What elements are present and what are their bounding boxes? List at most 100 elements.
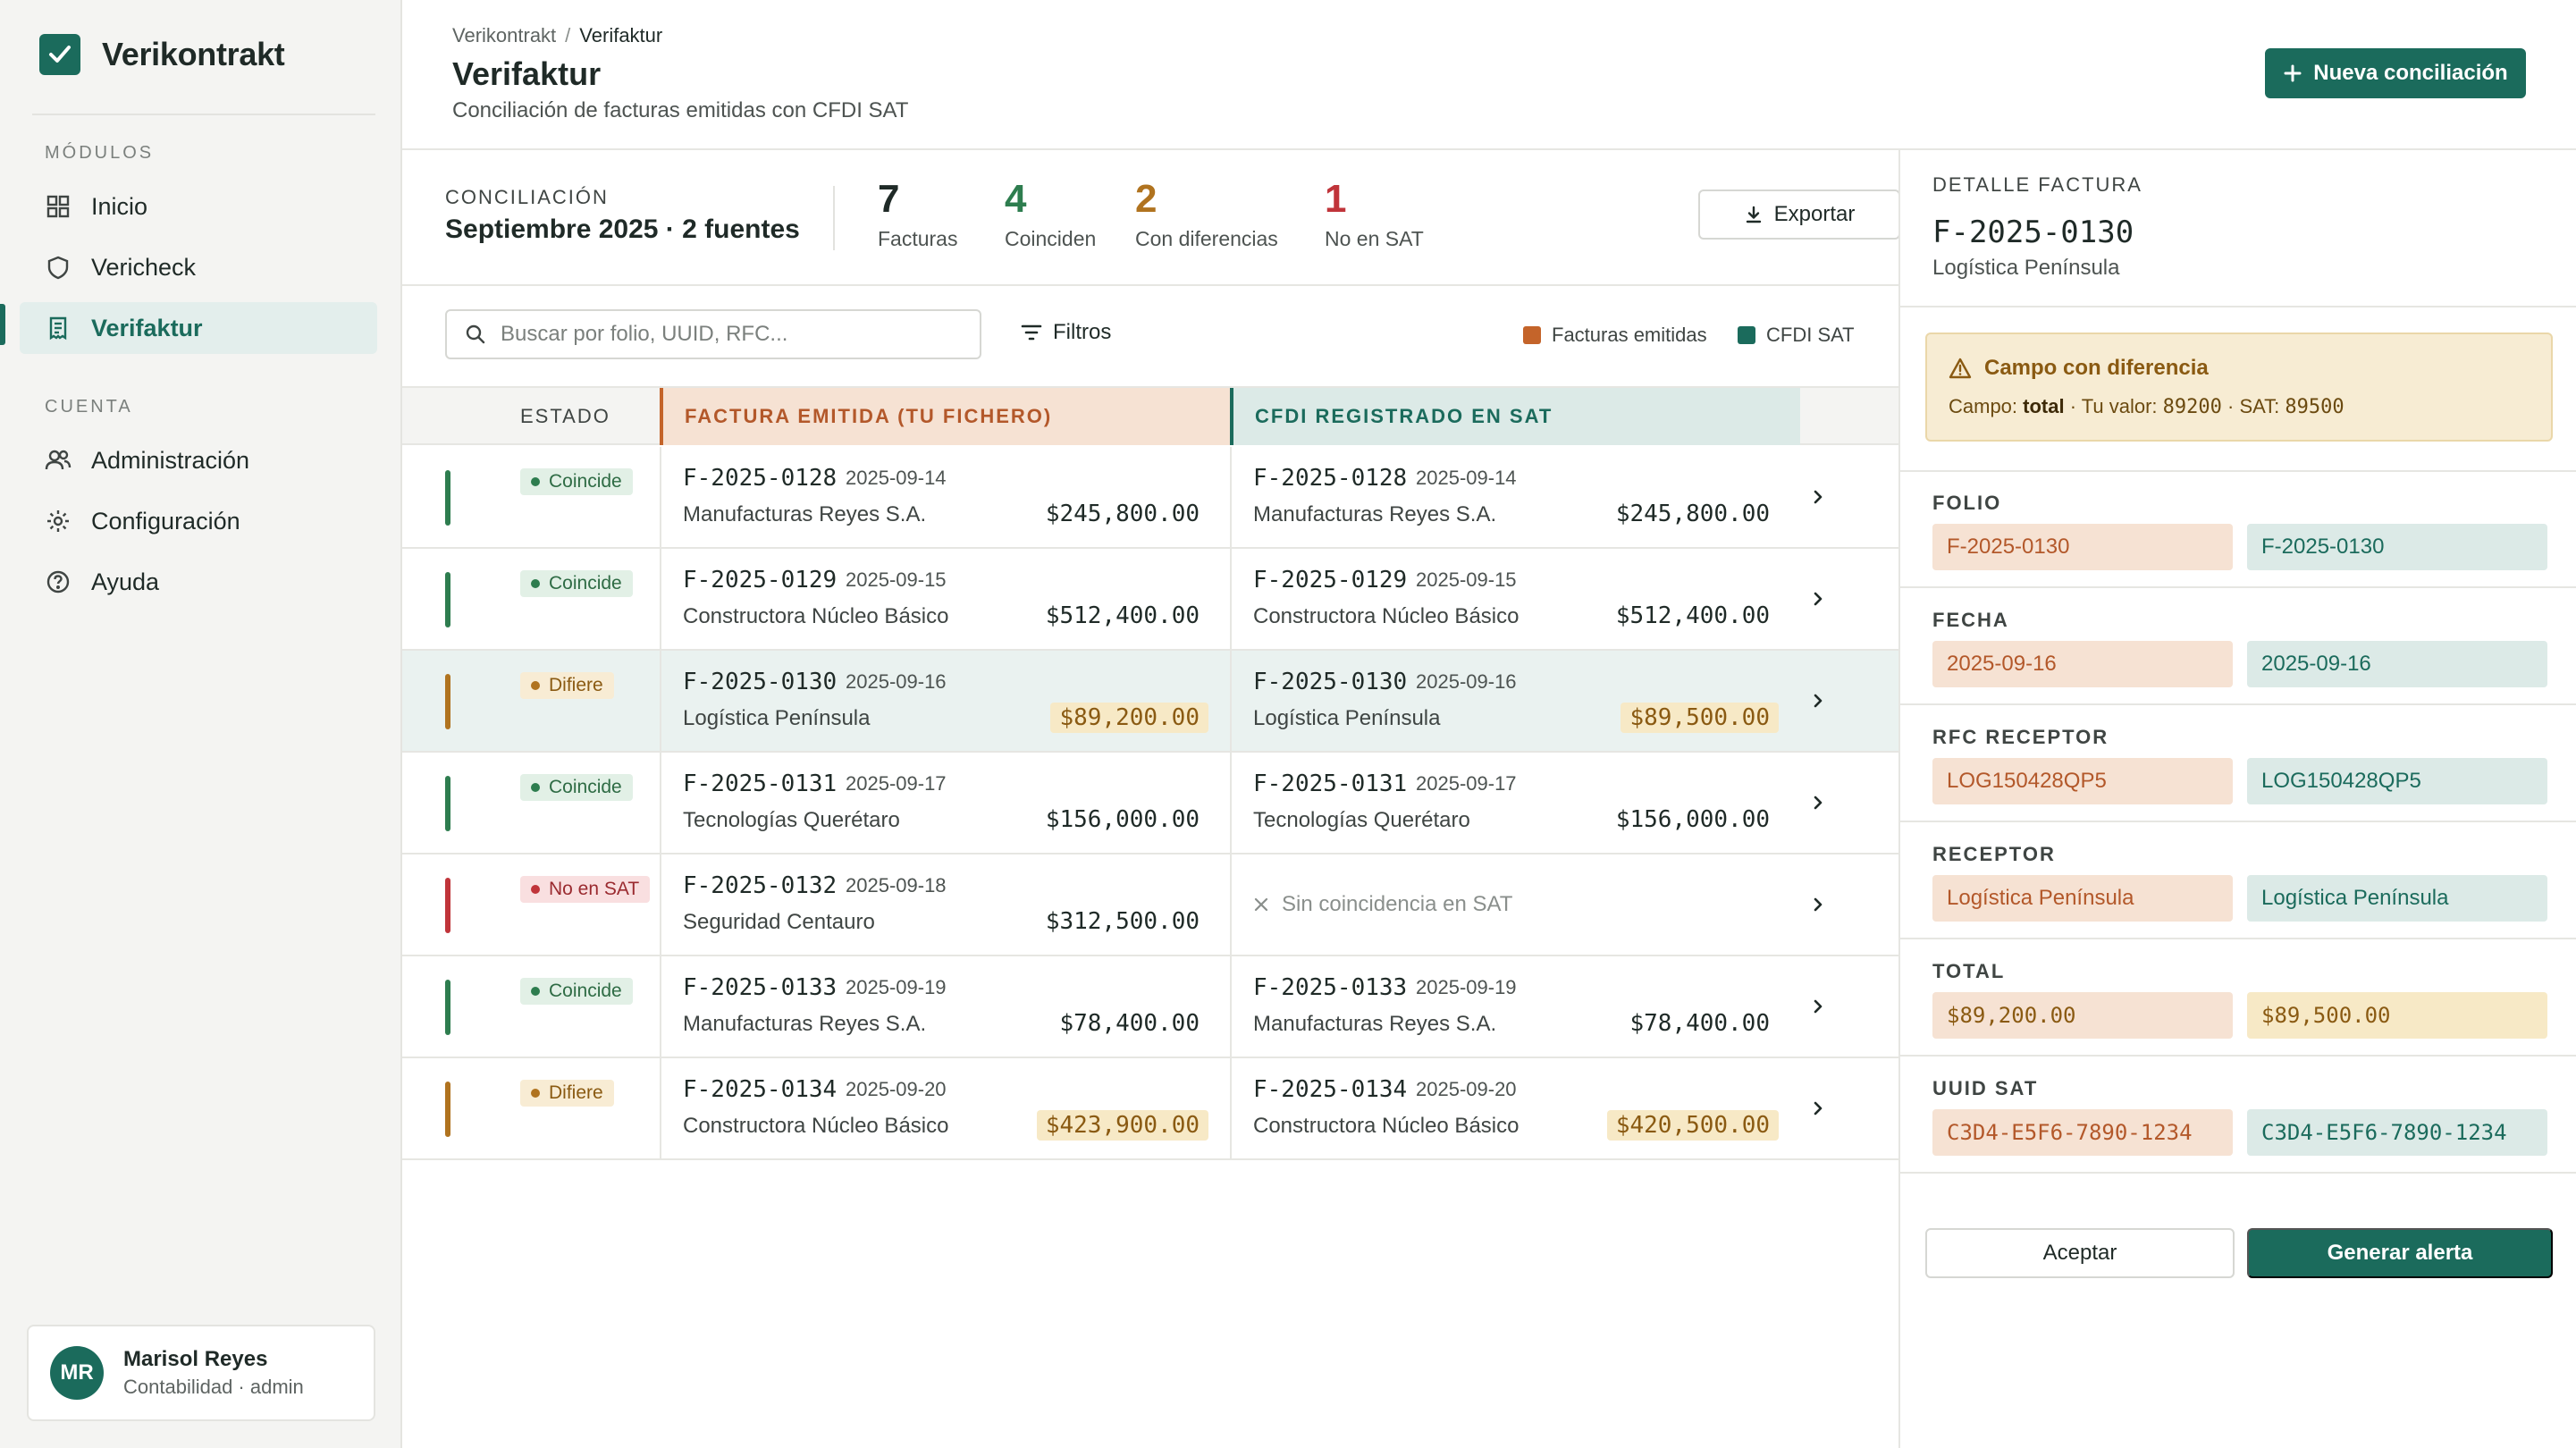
factura-cell: F-2025-0130 2025-09-16 Logística Península…: [660, 651, 1230, 751]
sidebar-item-vericheck[interactable]: Vericheck: [20, 241, 377, 293]
legend-facturas: Facturas emitidas: [1523, 324, 1707, 347]
field-value-factura: Logística Península: [1932, 875, 2233, 922]
stat-number: 4: [1005, 177, 1027, 221]
chevron-right-icon[interactable]: [1802, 990, 1834, 1023]
factura-receptor: Manufacturas Reyes S.A.: [683, 502, 927, 526]
status-dot: [531, 681, 540, 690]
users-icon: [45, 447, 72, 474]
status-badge: Difiere: [520, 672, 614, 699]
brand[interactable]: Verikontrakt: [39, 34, 285, 75]
stat-coinciden: 4 Coinciden: [1005, 177, 1096, 251]
detail-field: UUID SAT C3D4-E5F6-7890-1234 C3D4-E5F6-789…: [1900, 1057, 2576, 1174]
cfdi-date: 2025-09-17: [1416, 772, 1517, 795]
status-dot: [531, 987, 540, 996]
filter-icon: [1021, 324, 1042, 341]
search-box[interactable]: [445, 309, 981, 359]
sidebar-item-label: Configuración: [91, 507, 240, 535]
grid-icon: [45, 193, 72, 220]
alert-description: Campo: total · Tu valor: 89200 · SAT: 89…: [1949, 395, 2344, 418]
no-match-indicator: Sin coincidencia en SAT: [1253, 892, 1512, 917]
factura-cell: F-2025-0128 2025-09-14 Manufacturas Reyes …: [660, 447, 1230, 547]
breadcrumb-root[interactable]: Verikontrakt: [452, 24, 557, 46]
factura-amount: $245,800.00: [1045, 501, 1200, 527]
factura-receptor: Seguridad Centauro: [683, 910, 875, 934]
legend-swatch: [1523, 326, 1541, 344]
chevron-right-icon[interactable]: [1802, 888, 1834, 921]
gear-icon: [45, 508, 72, 535]
difference-alert: Campo con diferencia Campo: total · Tu v…: [1925, 333, 2553, 442]
alert-field: total: [2023, 395, 2065, 417]
stat-label: Coinciden: [1005, 227, 1097, 250]
chevron-right-icon[interactable]: [1802, 685, 1834, 717]
sidebar-item-inicio[interactable]: Inicio: [20, 181, 377, 232]
status-badge: Coincide: [520, 978, 633, 1005]
search-input[interactable]: [501, 322, 965, 347]
cfdi-date: 2025-09-15: [1416, 568, 1517, 591]
new-reconciliation-button[interactable]: Nueva conciliación: [2265, 48, 2526, 98]
field-label: UUID SAT: [1932, 1077, 2039, 1099]
table-row[interactable]: Coincide F-2025-0133 2025-09-19 Manufactura…: [402, 956, 1898, 1058]
sidebar-item-configuracion[interactable]: Configuración: [20, 495, 377, 547]
new-reconciliation-label: Nueva conciliación: [2313, 61, 2508, 85]
table-row[interactable]: Coincide F-2025-0131 2025-09-17 Tecnologías…: [402, 753, 1898, 854]
chevron-right-icon[interactable]: [1802, 481, 1834, 513]
cfdi-amount: $156,000.00: [1615, 806, 1770, 833]
sidebar-item-ayuda[interactable]: Ayuda: [20, 556, 377, 608]
field-value-sat: 2025-09-16: [2247, 641, 2547, 687]
table-row[interactable]: Coincide F-2025-0129 2025-09-15 Constructor…: [402, 549, 1898, 651]
field-value-sat: Logística Península: [2247, 875, 2547, 922]
divider: [402, 148, 2576, 150]
column-header-estado[interactable]: ESTADO: [520, 405, 610, 427]
chevron-right-icon[interactable]: [1802, 1092, 1834, 1124]
table-row[interactable]: No en SAT F-2025-0132 2025-09-18 Seguridad …: [402, 854, 1898, 956]
breadcrumb: Verikontrakt / Verifaktur: [452, 24, 662, 47]
chevron-right-icon[interactable]: [1802, 583, 1834, 615]
field-value-sat: $89,500.00: [2247, 992, 2547, 1039]
sidebar-item-label: Administración: [91, 446, 250, 474]
stat-label: No en SAT: [1325, 227, 1424, 250]
factura-receptor: Manufacturas Reyes S.A.: [683, 1012, 927, 1036]
alert-yours-label: · Tu valor:: [2064, 395, 2163, 417]
cfdi-date: 2025-09-19: [1416, 976, 1517, 998]
sidebar-item-administracion[interactable]: Administración: [20, 434, 377, 486]
filters-button[interactable]: Filtros: [1021, 320, 1111, 345]
factura-amount: $89,200.00: [1050, 703, 1208, 733]
divider: [32, 114, 375, 115]
factura-date: 2025-09-19: [846, 976, 947, 998]
table-row[interactable]: Difiere F-2025-0130 2025-09-16 Logística Pe…: [402, 651, 1898, 753]
table-row[interactable]: Difiere F-2025-0134 2025-09-20 Constructora…: [402, 1058, 1898, 1160]
factura-receptor: Constructora Núcleo Básico: [683, 604, 949, 628]
cfdi-cell: F-2025-0129 2025-09-15 Constructora Núcleo…: [1230, 549, 1800, 649]
cfdi-folio: F-2025-0131: [1253, 770, 1408, 797]
status-dot: [531, 1089, 540, 1098]
factura-receptor: Tecnologías Querétaro: [683, 808, 900, 832]
user-card[interactable]: MR Marisol Reyes Contabilidad · admin: [27, 1325, 375, 1421]
cfdi-date: 2025-09-14: [1416, 467, 1517, 489]
generate-alert-button[interactable]: Generar alerta: [2247, 1228, 2553, 1278]
factura-folio: F-2025-0128: [683, 465, 838, 492]
alert-title: Campo con diferencia: [1949, 356, 2209, 381]
legend-cfdi: CFDI SAT: [1738, 324, 1855, 347]
chevron-right-icon[interactable]: [1802, 787, 1834, 819]
field-value-factura: $89,200.00: [1932, 992, 2233, 1039]
cfdi-cell: F-2025-0131 2025-09-17 Tecnologías Queréta…: [1230, 753, 1800, 853]
accept-button[interactable]: Aceptar: [1925, 1228, 2235, 1278]
field-value-factura: C3D4-E5F6-7890-1234: [1932, 1109, 2233, 1156]
column-header-cfdi[interactable]: CFDI REGISTRADO EN SAT: [1230, 388, 1800, 445]
cfdi-receptor: Logística Península: [1253, 706, 1441, 730]
cfdi-folio: F-2025-0134: [1253, 1076, 1408, 1103]
export-button[interactable]: Exportar: [1698, 189, 1900, 240]
sidebar-item-verifaktur[interactable]: Verifaktur: [20, 302, 377, 354]
stat-con-diferencias: 2 Con diferencias: [1135, 177, 1278, 251]
sidebar-item-label: Vericheck: [91, 253, 197, 281]
status-label: Coincide: [549, 471, 622, 492]
user-role: Contabilidad · admin: [123, 1376, 304, 1398]
column-header-factura[interactable]: FACTURA EMITIDA (TU FICHERO): [660, 388, 1230, 445]
divider: [1900, 306, 2576, 307]
field-value-factura: LOG150428QP5: [1932, 758, 2233, 804]
detail-company: Logística Península: [1932, 256, 2120, 280]
field-label: FOLIO: [1932, 492, 2002, 514]
divider: [402, 284, 1898, 286]
factura-date: 2025-09-18: [846, 874, 947, 897]
table-row[interactable]: Coincide F-2025-0128 2025-09-14 Manufactura…: [402, 447, 1898, 549]
